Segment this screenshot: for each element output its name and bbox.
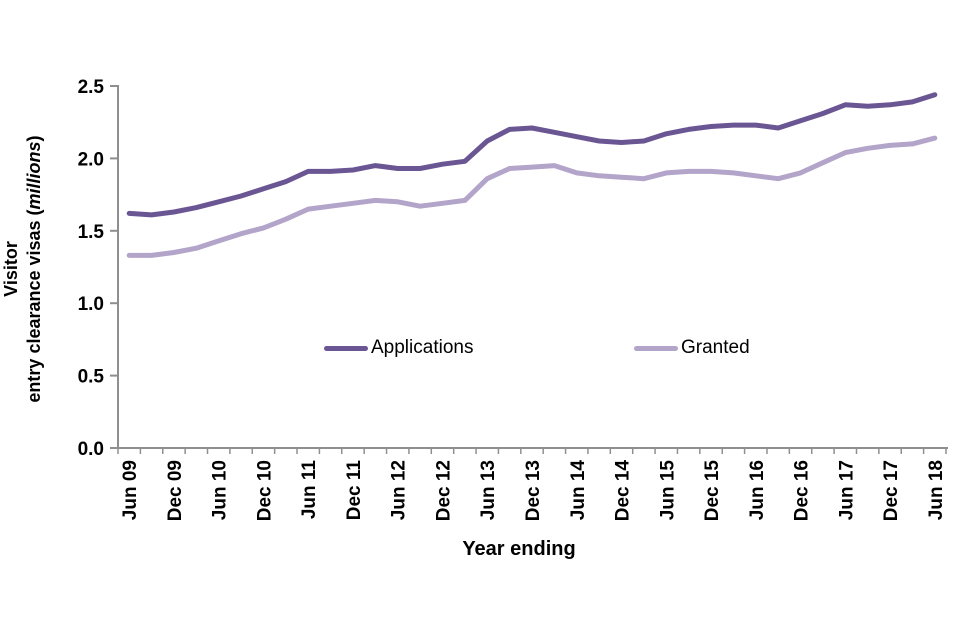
legend-item-applications: Applications (324, 338, 473, 358)
granted-line-swatch (634, 345, 678, 351)
legend-label-granted: Granted (681, 337, 750, 358)
x-tick-label: Dec 11 (344, 460, 365, 521)
x-axis-title: Year ending (462, 538, 576, 560)
applications-line (126, 92, 938, 218)
x-tick-label: Dec 12 (433, 460, 454, 521)
y-axis-title-line1: Visitor (1, 241, 21, 297)
y-axis-title: Visitor entry clearance visas (millions) (0, 79, 48, 459)
legend-label-applications: Applications (371, 337, 474, 358)
x-tick-label: Jun 11 (299, 460, 320, 520)
y-tick-label: 2.0 (78, 149, 104, 170)
x-tick-label: Dec 10 (254, 460, 275, 521)
legend-item-granted: Granted (634, 338, 750, 358)
x-tick-label: Jun 13 (478, 460, 499, 520)
applications-line-swatch (324, 345, 368, 351)
y-tick-label: 2.5 (78, 77, 105, 98)
y-tick-label: 0.0 (78, 439, 104, 460)
x-tick-label: Jun 14 (568, 460, 589, 521)
granted-line (126, 135, 938, 258)
y-tick-label: 1.5 (78, 222, 105, 243)
x-tick-label: Dec 09 (165, 460, 186, 521)
x-tick-label: Jun 16 (747, 460, 768, 520)
x-tick-label: Dec 14 (613, 460, 634, 522)
y-axis-title-line2: entry clearance visas (millions) (24, 135, 44, 403)
x-tick-label: Jun 18 (926, 460, 947, 520)
x-tick-label: Dec 15 (702, 460, 723, 522)
y-tick-label: 0.5 (78, 367, 105, 388)
x-tick-label: Jun 15 (657, 460, 678, 521)
x-tick-label: Dec 13 (523, 460, 544, 521)
y-tick-label: 1.0 (78, 294, 104, 315)
x-tick-label: Jun 17 (836, 460, 857, 520)
x-tick-label: Jun 09 (120, 460, 141, 520)
x-tick-label: Jun 10 (210, 460, 231, 520)
x-tick-label: Dec 16 (792, 460, 813, 521)
x-tick-label: Jun 12 (389, 460, 410, 520)
x-tick-label: Dec 17 (881, 460, 902, 521)
